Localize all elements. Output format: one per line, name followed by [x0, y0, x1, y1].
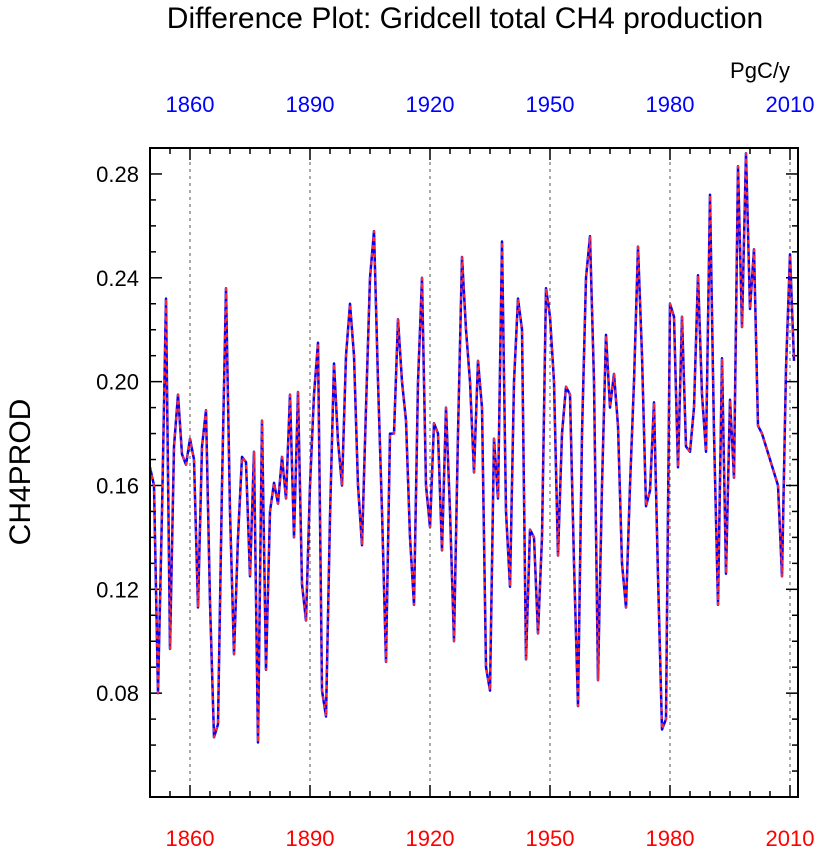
series-line-blue — [148, 151, 796, 744]
x-tick-label-top-2010: 2010 — [766, 92, 815, 117]
y-tick-label-0.12: 0.12 — [96, 577, 139, 602]
tick-labels: 0.08 0.12 0.16 0.20 0.24 0.28 1860 1860 1890 1890… — [96, 92, 814, 851]
x-tick-label-top-1860: 1860 — [166, 92, 215, 117]
series-line-red-dashed — [149, 152, 795, 744]
y-tick-label-0.24: 0.24 — [96, 266, 139, 291]
x-tick-label-bottom-1920: 1920 — [406, 826, 455, 851]
chart-title: Difference Plot: Gridcell total CH4 prod… — [167, 2, 763, 35]
units-label: PgC/y — [730, 58, 790, 83]
x-tick-label-bottom-1980: 1980 — [646, 826, 695, 851]
x-tick-label-bottom-1860: 1860 — [166, 826, 215, 851]
plot-frame — [149, 147, 799, 798]
x-tick-label-bottom-2010: 2010 — [766, 826, 815, 851]
x-tick-label-bottom-1950: 1950 — [526, 826, 575, 851]
x-tick-label-top-1950: 1950 — [526, 92, 575, 117]
x-tick-label-top-1920: 1920 — [406, 92, 455, 117]
x-tick-label-top-1890: 1890 — [286, 92, 335, 117]
series-group — [148, 151, 796, 744]
y-tick-label-0.08: 0.08 — [96, 681, 139, 706]
y-tick-label-0.20: 0.20 — [96, 370, 139, 395]
y-tick-label-0.28: 0.28 — [96, 162, 139, 187]
y-tick-label-0.16: 0.16 — [96, 473, 139, 498]
x-tick-label-top-1980: 1980 — [646, 92, 695, 117]
x-tick-label-bottom-1890: 1890 — [286, 826, 335, 851]
y-axis-label: CH4PROD — [4, 399, 37, 546]
